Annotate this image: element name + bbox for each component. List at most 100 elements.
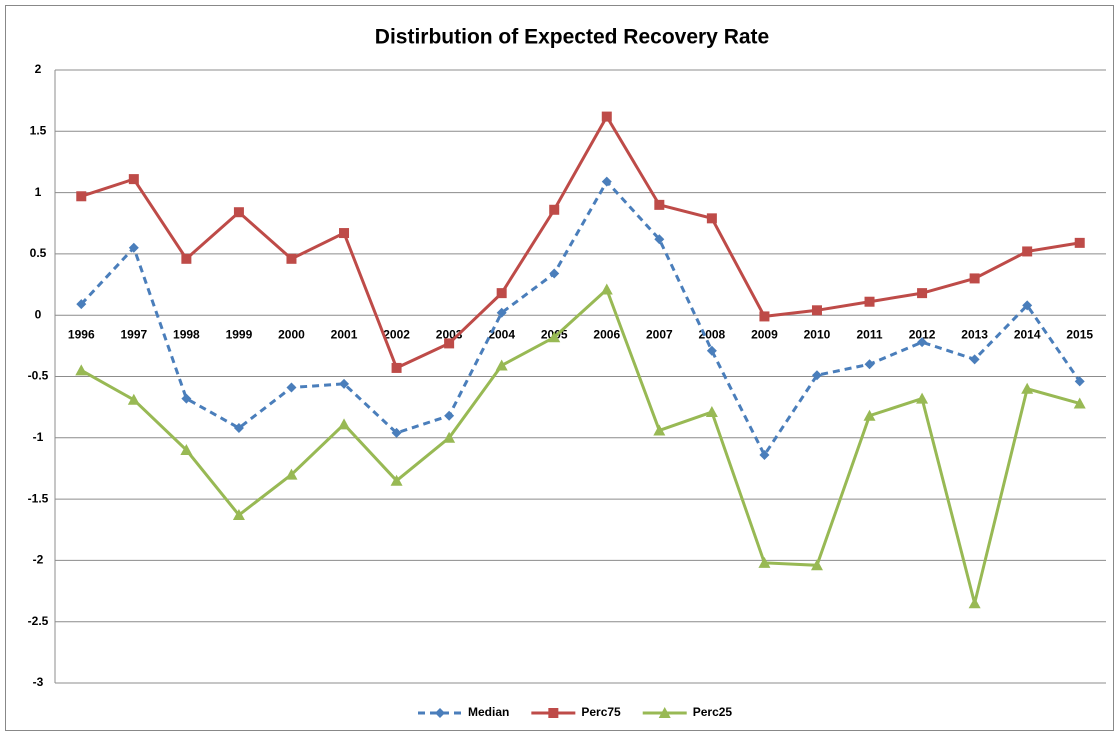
marker xyxy=(759,311,770,322)
marker xyxy=(969,273,980,284)
x-tick-label: 2012 xyxy=(909,327,936,341)
x-tick-label: 1997 xyxy=(120,327,147,341)
marker xyxy=(180,444,193,456)
marker xyxy=(496,307,507,318)
legend-label: Perc75 xyxy=(581,705,621,719)
chart-title: Distirbution of Expected Recovery Rate xyxy=(375,26,769,49)
marker xyxy=(759,449,770,460)
x-tick-label: 1996 xyxy=(68,327,95,341)
marker xyxy=(128,242,139,253)
x-tick-label: 2008 xyxy=(699,327,726,341)
series-line xyxy=(80,113,1080,370)
marker xyxy=(706,213,717,224)
x-tick-label: 2007 xyxy=(646,327,673,341)
marker xyxy=(76,191,87,202)
y-tick-label: 0 xyxy=(35,307,42,321)
marker xyxy=(444,338,455,349)
marker xyxy=(548,708,559,718)
marker xyxy=(339,378,350,389)
marker xyxy=(286,382,297,393)
marker xyxy=(916,392,929,404)
marker xyxy=(1074,376,1085,387)
marker xyxy=(811,305,822,316)
marker xyxy=(863,409,876,421)
marker xyxy=(601,176,612,187)
x-tick-label: 2004 xyxy=(488,327,515,341)
marker xyxy=(969,354,980,365)
legend-label: Median xyxy=(468,705,509,719)
marker xyxy=(758,556,771,568)
marker xyxy=(864,359,875,370)
x-tick-label: 1999 xyxy=(226,327,253,341)
marker xyxy=(128,174,139,185)
marker xyxy=(285,468,298,480)
x-tick-label: 2010 xyxy=(804,327,831,341)
marker xyxy=(391,362,402,373)
y-tick-label: 0.5 xyxy=(30,246,47,260)
y-tick-label: -2 xyxy=(33,553,44,567)
marker xyxy=(1022,246,1033,257)
marker xyxy=(601,111,612,122)
x-tick-label: 2014 xyxy=(1014,327,1041,341)
marker xyxy=(968,597,981,609)
y-tick-label: -0.5 xyxy=(28,369,49,383)
marker xyxy=(917,288,928,299)
marker xyxy=(232,509,245,521)
marker xyxy=(1073,397,1086,409)
x-tick-label: 1998 xyxy=(173,327,200,341)
marker xyxy=(443,431,456,443)
marker xyxy=(654,234,665,245)
x-tick-label: 2001 xyxy=(331,327,358,341)
marker xyxy=(391,427,402,438)
marker xyxy=(811,370,822,381)
y-tick-label: -1 xyxy=(33,430,44,444)
marker xyxy=(810,559,823,571)
y-tick-label: 1.5 xyxy=(30,123,47,137)
y-tick-label: -1.5 xyxy=(28,491,49,505)
marker xyxy=(233,422,244,433)
marker xyxy=(233,207,244,218)
marker xyxy=(390,474,403,486)
marker xyxy=(706,345,717,356)
series-line xyxy=(80,179,1081,458)
marker xyxy=(548,331,561,343)
x-tick-label: 2009 xyxy=(751,327,778,341)
marker xyxy=(705,406,718,418)
x-tick-label: 2015 xyxy=(1066,327,1093,341)
marker xyxy=(76,299,87,310)
marker xyxy=(1074,237,1085,248)
marker xyxy=(917,337,928,348)
marker xyxy=(653,424,666,436)
marker xyxy=(286,253,297,264)
marker xyxy=(549,268,560,279)
x-tick-label: 2011 xyxy=(857,327,883,341)
x-tick-label: 2002 xyxy=(383,327,410,341)
marker xyxy=(435,708,445,718)
marker xyxy=(496,288,507,299)
y-tick-label: 1 xyxy=(35,185,42,199)
marker xyxy=(75,364,88,376)
marker xyxy=(339,228,350,239)
x-tick-label: 2006 xyxy=(593,327,620,341)
marker xyxy=(495,359,508,371)
marker xyxy=(338,418,351,430)
marker xyxy=(1022,300,1033,311)
series-line xyxy=(80,286,1081,604)
y-tick-label: -3 xyxy=(33,675,44,689)
marker xyxy=(600,283,613,295)
marker xyxy=(181,393,192,404)
marker xyxy=(1021,382,1034,394)
marker xyxy=(864,296,875,307)
legend-label: Perc25 xyxy=(693,705,733,719)
marker xyxy=(127,393,140,405)
x-tick-label: 2000 xyxy=(278,327,305,341)
y-tick-label: -2.5 xyxy=(28,614,49,628)
chart-frame xyxy=(5,5,1114,731)
marker xyxy=(444,410,455,421)
x-tick-label: 2013 xyxy=(961,327,988,341)
marker xyxy=(181,253,192,264)
marker xyxy=(654,199,665,210)
marker xyxy=(549,204,560,215)
